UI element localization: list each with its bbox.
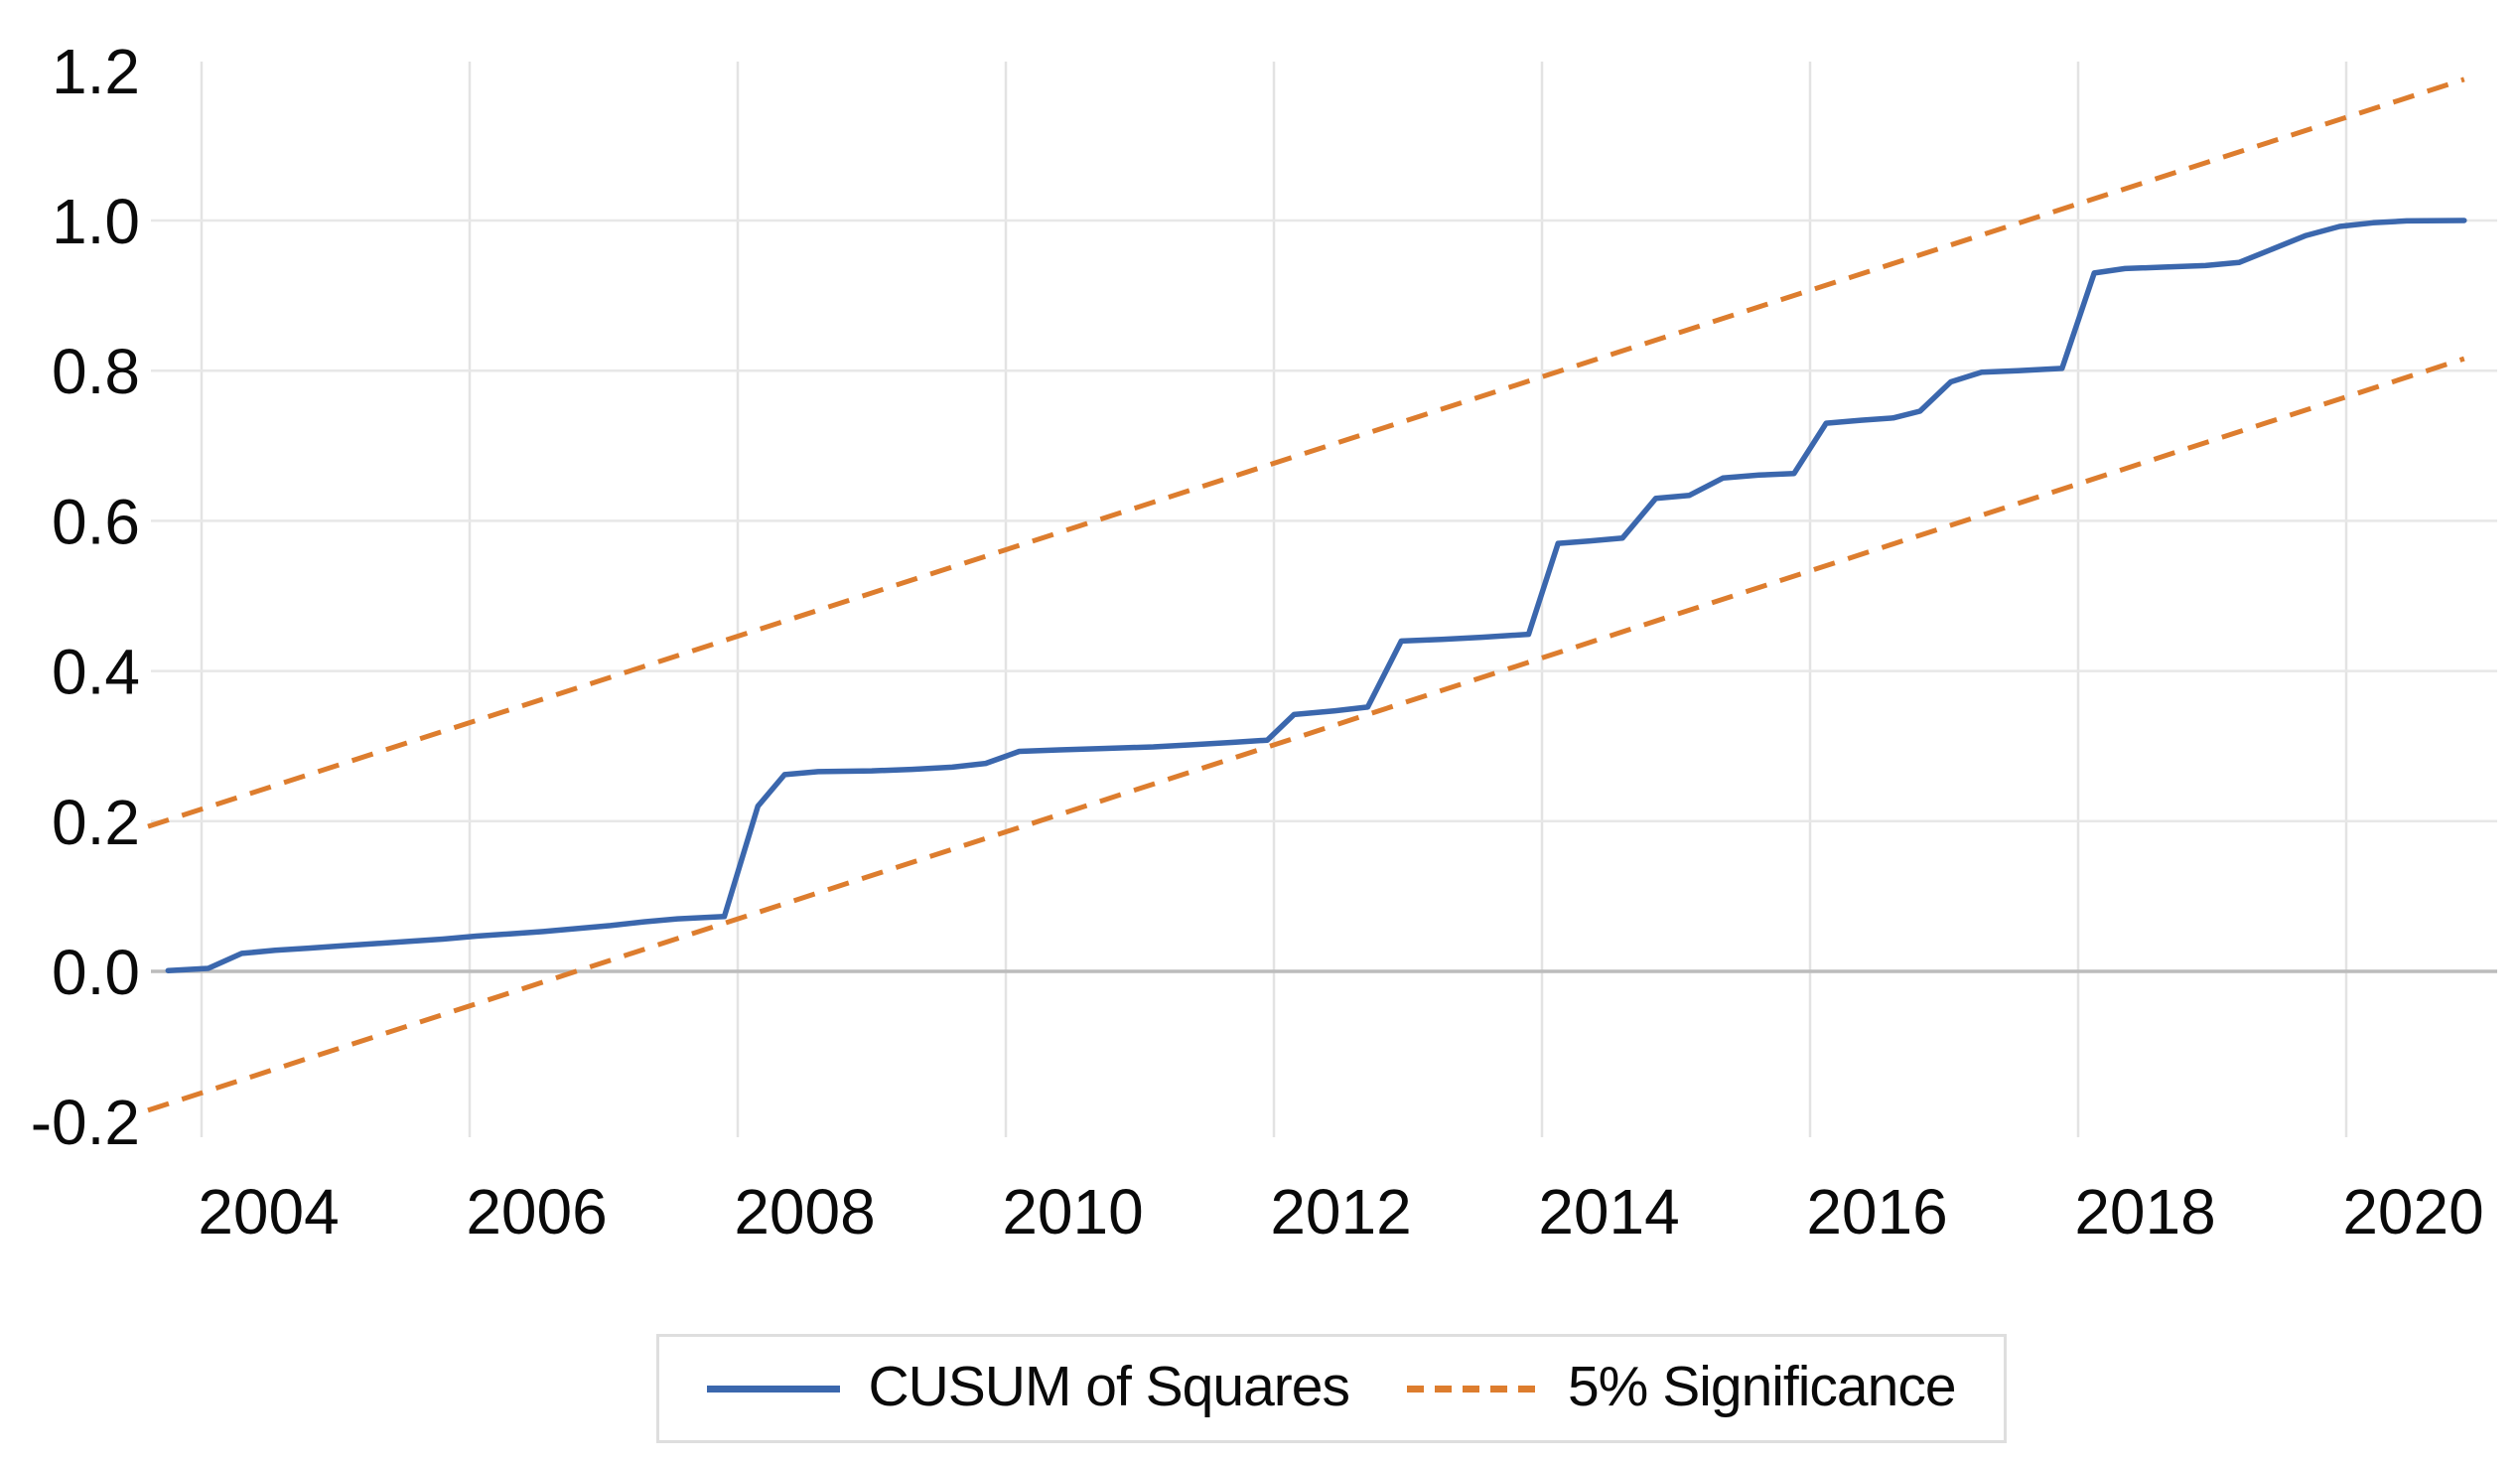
y-tick-label: 0.0: [52, 937, 140, 1008]
legend-item-significance: 5% Significance: [1406, 1354, 1957, 1419]
cusum-line: [165, 218, 2467, 973]
x-tick-label: 2016: [1806, 1176, 1947, 1247]
x-tick-label: 2018: [2074, 1176, 2215, 1247]
y-tick-label: 0.2: [52, 787, 140, 858]
x-tick-label: 2012: [1270, 1176, 1411, 1247]
y-tick-label: 1.2: [52, 36, 140, 107]
legend-item-cusum: CUSUM of Squares: [707, 1354, 1350, 1419]
significance-lower-line: [147, 356, 2465, 1113]
legend: CUSUM of Squares 5% Significance: [656, 1334, 2007, 1443]
legend-label-significance: 5% Significance: [1567, 1354, 1957, 1418]
significance-upper-line: [147, 76, 2465, 829]
x-tick-label: 2006: [466, 1176, 607, 1247]
y-tick-label: -0.2: [31, 1087, 140, 1158]
significance-line-swatch: [1406, 1385, 1540, 1393]
y-tick-label: 0.6: [52, 486, 140, 557]
cusum-line-swatch: [707, 1385, 841, 1393]
y-tick-label: 0.8: [52, 336, 140, 407]
legend-label-cusum: CUSUM of Squares: [868, 1354, 1350, 1418]
x-tick-label: 2010: [1002, 1176, 1143, 1247]
y-tick-label: 0.4: [52, 637, 140, 708]
x-tick-label: 2014: [1538, 1176, 1679, 1247]
x-tick-label: 2020: [2342, 1176, 2483, 1247]
x-tick-label: 2004: [198, 1176, 339, 1247]
y-tick-label: 1.0: [52, 186, 140, 257]
x-tick-label: 2008: [734, 1176, 875, 1247]
